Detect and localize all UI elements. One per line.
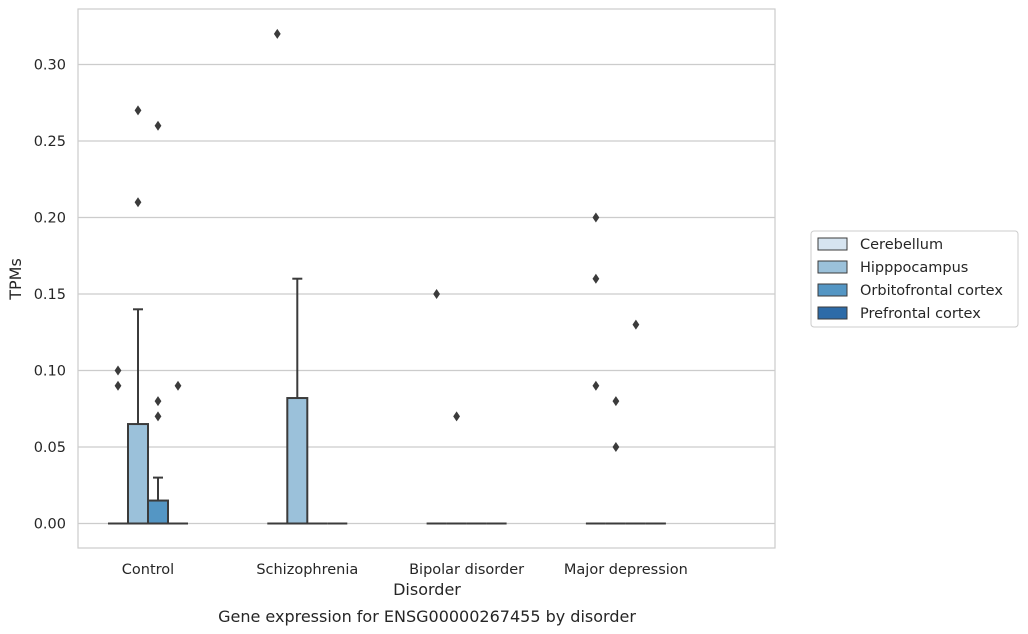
outlier-point: [114, 365, 122, 376]
box: [147, 499, 169, 525]
box-1-1: [286, 277, 309, 525]
legend-label: Orbitofrontal cortex: [860, 283, 1003, 299]
plot-frame: [77, 8, 776, 549]
x-tick-label: Bipolar disorder: [409, 562, 524, 578]
legend-label: Prefrontal cortex: [860, 306, 981, 322]
y-tick-label: 0.20: [34, 211, 66, 227]
outlier-point: [154, 411, 162, 422]
outlier-point: [592, 212, 600, 223]
outlier-point: [433, 289, 440, 299]
box-0-1: [267, 28, 288, 525]
outlier-point: [592, 273, 600, 284]
box-1-0: [127, 105, 149, 525]
box-groups: [108, 28, 666, 525]
outlier-point: [273, 28, 281, 39]
outlier-point: [114, 380, 122, 391]
x-tick-label: Control: [122, 562, 174, 578]
y-tick-label: 0.00: [34, 517, 66, 533]
chart-caption: Gene expression for ENSG00000267455 by d…: [218, 607, 636, 626]
y-tick-label: 0.15: [34, 287, 66, 303]
legend-swatch: [817, 306, 848, 320]
x-tick-label: Schizophrenia: [256, 562, 358, 578]
x-axis-label: Disorder: [393, 580, 461, 599]
outlier-point: [453, 411, 460, 422]
y-tick-label: 0.25: [34, 134, 66, 150]
outlier-point: [612, 442, 620, 452]
outlier-point: [612, 396, 620, 407]
box-0-3: [585, 212, 606, 525]
y-tick-label: 0.10: [34, 364, 66, 380]
box: [286, 397, 309, 525]
outlier-point: [134, 197, 142, 208]
outlier-point: [592, 380, 600, 391]
x-tick-label: Major depression: [564, 562, 688, 578]
box-0-0: [108, 365, 128, 525]
box-2-3: [625, 319, 646, 525]
outlier-point: [154, 396, 162, 407]
legend-swatch: [817, 237, 848, 251]
y-tick-labels: 0.00 0.05 0.10 0.15 0.20 0.25 0.30: [34, 58, 66, 533]
outlier-point: [154, 120, 162, 131]
outlier-point: [134, 105, 142, 116]
outlier-point: [632, 319, 640, 330]
legend-label: Cerebellum: [860, 237, 943, 253]
box-3-0: [168, 380, 188, 525]
legend-label: Hipppocampus: [860, 260, 968, 276]
x-tick-labels: Control Schizophrenia Bipolar disorder Majo…: [122, 562, 688, 578]
box-1-3: [605, 396, 626, 525]
gridlines: [78, 63, 775, 525]
box-0-2: [426, 289, 447, 525]
legend-swatch: [817, 260, 848, 274]
outlier-point: [174, 380, 182, 391]
y-tick-label: 0.05: [34, 440, 66, 456]
legend-frame: [810, 230, 1019, 328]
box: [127, 423, 149, 525]
y-axis-label: TPMs: [6, 258, 25, 301]
y-tick-label: 0.30: [34, 58, 66, 74]
box-1-2: [446, 411, 467, 525]
legend-swatch: [817, 283, 848, 297]
legend: Cerebellum Hipppocampus Orbitofrontal cort…: [810, 230, 1019, 328]
box-2-0: [147, 120, 169, 525]
